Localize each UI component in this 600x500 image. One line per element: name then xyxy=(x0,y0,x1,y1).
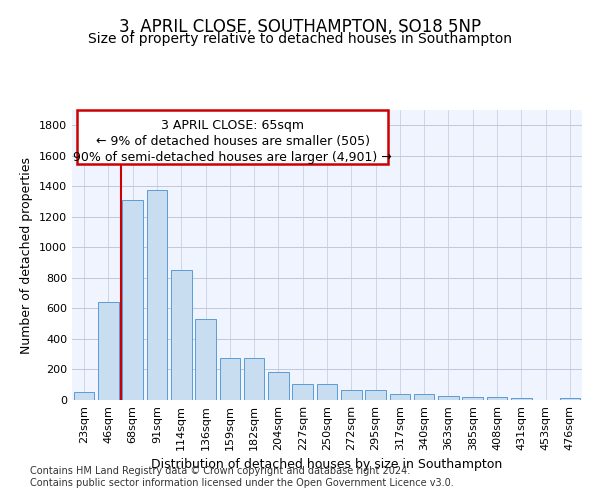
Bar xyxy=(463,398,483,400)
Bar xyxy=(341,390,362,400)
Bar xyxy=(220,358,240,400)
Text: 90% of semi-detached houses are larger (4,901) →: 90% of semi-detached houses are larger (… xyxy=(73,151,392,164)
Y-axis label: Number of detached properties: Number of detached properties xyxy=(20,156,34,354)
Bar xyxy=(487,398,508,400)
Text: 3, APRIL CLOSE, SOUTHAMPTON, SO18 5NP: 3, APRIL CLOSE, SOUTHAMPTON, SO18 5NP xyxy=(119,18,481,36)
Bar xyxy=(244,358,265,400)
Bar xyxy=(74,392,94,400)
Bar xyxy=(195,319,216,400)
Bar xyxy=(317,384,337,400)
Bar xyxy=(171,270,191,400)
Text: 3 APRIL CLOSE: 65sqm: 3 APRIL CLOSE: 65sqm xyxy=(161,118,304,132)
Text: Contains HM Land Registry data © Crown copyright and database right 2024.
Contai: Contains HM Land Registry data © Crown c… xyxy=(30,466,454,487)
Bar xyxy=(122,200,143,400)
Text: Size of property relative to detached houses in Southampton: Size of property relative to detached ho… xyxy=(88,32,512,46)
Bar xyxy=(560,398,580,400)
Text: ← 9% of detached houses are smaller (505): ← 9% of detached houses are smaller (505… xyxy=(95,135,370,148)
X-axis label: Distribution of detached houses by size in Southampton: Distribution of detached houses by size … xyxy=(151,458,503,471)
Bar xyxy=(438,396,459,400)
Bar xyxy=(268,372,289,400)
Bar xyxy=(511,398,532,400)
Bar xyxy=(292,384,313,400)
Bar xyxy=(389,394,410,400)
Bar xyxy=(146,190,167,400)
Bar xyxy=(414,394,434,400)
Bar xyxy=(98,302,119,400)
FancyBboxPatch shape xyxy=(77,110,388,164)
Bar xyxy=(365,390,386,400)
